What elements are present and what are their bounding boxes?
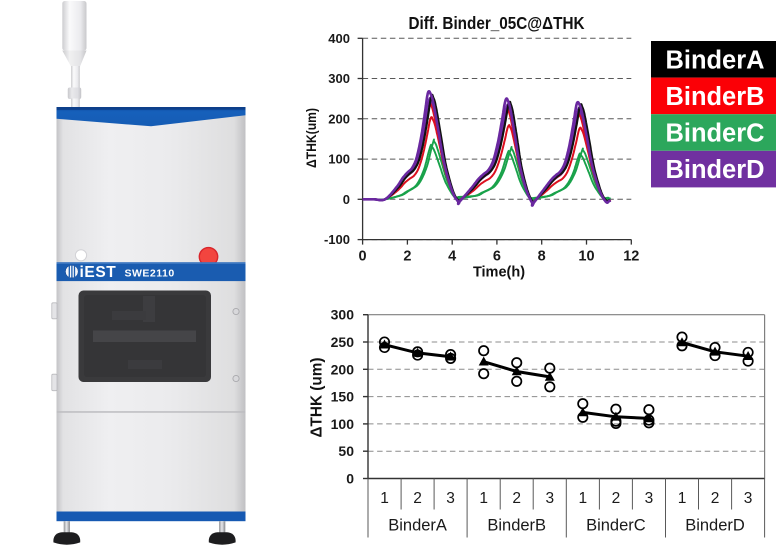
svg-text:12: 12 [623,249,639,265]
svg-text:4: 4 [448,249,456,265]
svg-text:250: 250 [331,334,355,350]
svg-text:3: 3 [645,490,654,507]
svg-text:iEST: iEST [80,264,117,281]
svg-text:50: 50 [338,443,354,459]
svg-text:0: 0 [359,249,367,265]
svg-text:2: 2 [413,490,422,507]
svg-text:2: 2 [403,249,411,265]
svg-text:BinderD: BinderD [666,156,765,184]
svg-text:6: 6 [493,249,501,265]
svg-text:ΔTHK (um): ΔTHK (um) [309,358,326,438]
svg-text:300: 300 [328,71,350,86]
svg-text:BinderA: BinderA [388,517,447,535]
svg-text:ΔTHK(um): ΔTHK(um) [304,108,319,168]
svg-text:-100: -100 [324,232,350,247]
svg-text:1: 1 [380,490,389,507]
svg-text:100: 100 [331,416,355,432]
svg-text:1: 1 [678,490,687,507]
svg-text:2: 2 [512,490,521,507]
svg-text:1: 1 [578,490,587,507]
svg-text:200: 200 [331,361,355,377]
svg-text:10: 10 [578,249,594,265]
svg-text:2: 2 [612,490,621,507]
svg-text:2: 2 [711,490,720,507]
svg-text:8: 8 [538,249,546,265]
svg-text:BinderB: BinderB [487,517,546,535]
svg-text:100: 100 [328,152,350,167]
svg-text:SWE2110: SWE2110 [125,268,175,280]
svg-text:150: 150 [331,389,355,405]
svg-text:1: 1 [479,490,488,507]
svg-text:300: 300 [331,307,355,323]
svg-text:3: 3 [545,490,554,507]
svg-text:0: 0 [346,471,354,487]
svg-text:BinderA: BinderA [666,46,765,74]
svg-text:Diff. Binder_05C@ΔTHK: Diff. Binder_05C@ΔTHK [409,13,585,33]
svg-text:0: 0 [343,192,350,207]
svg-text:3: 3 [446,490,455,507]
svg-text:Time(h): Time(h) [473,265,525,281]
svg-text:BinderB: BinderB [666,83,765,111]
svg-text:BinderC: BinderC [586,517,646,535]
svg-text:3: 3 [744,490,753,507]
svg-text:400: 400 [328,31,350,46]
svg-text:200: 200 [328,111,350,126]
svg-text:BinderD: BinderD [685,517,745,535]
svg-text:BinderC: BinderC [666,120,765,148]
